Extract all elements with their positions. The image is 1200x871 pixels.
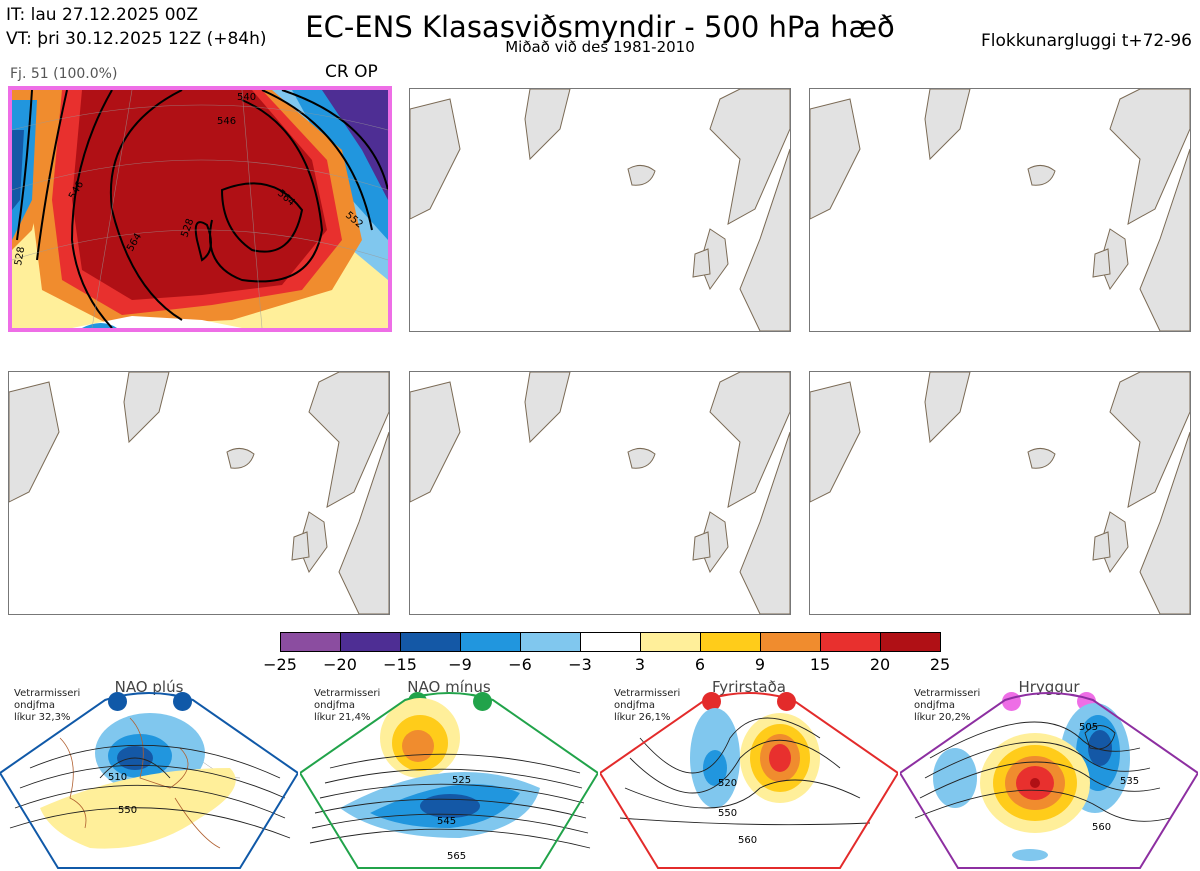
cluster-members: Fj. 51 (100.0%) (10, 66, 118, 82)
regime-probability: Vetrarmisseri ondjfma líkur 20,2% (914, 688, 981, 723)
colorbar-tick: 20 (869, 655, 891, 674)
contour-label: 550 (118, 805, 137, 816)
page-subtitle: Miðað við des 1981-2010 (505, 38, 695, 56)
page-title: EC-ENS Klasasviðsmyndir - 500 hPa hæð (305, 10, 895, 44)
regime-title: NAO mínus (407, 678, 491, 696)
colorbar-swatch (700, 632, 761, 652)
regime-probability: Vetrarmisseri ondjfma líkur 21,4% (314, 688, 381, 723)
contour-label: 528 (13, 246, 27, 267)
regime-probability: Vetrarmisseri ondjfma líkur 26,1% (614, 688, 681, 723)
colorbar-tick: 15 (809, 655, 831, 674)
contour-label: 560 (1092, 822, 1111, 833)
contour-label: 546 (217, 116, 236, 127)
colorbar-swatch (340, 632, 401, 652)
cluster-map-6[interactable] (809, 371, 1191, 615)
regime-title: Fyrirstaða (712, 678, 786, 696)
regime-title: Hryggur (1018, 678, 1080, 696)
colorbar-tick: −15 (383, 655, 417, 674)
colorbar-swatch (880, 632, 941, 652)
colorbar-tick: −25 (263, 655, 297, 674)
colorbar-swatch (400, 632, 461, 652)
regime-probability: Vetrarmisseri ondjfma líkur 32,3% (14, 688, 81, 723)
regime-ridge: Hryggur Vetrarmisseri ondjfma líkur 20,2% … (900, 678, 1198, 871)
colorbar-tick: −20 (323, 655, 357, 674)
colorbar-tick: −6 (508, 655, 532, 674)
colorbar-swatch (820, 632, 881, 652)
contour-label: 545 (437, 816, 456, 827)
contour-label: 550 (718, 808, 737, 819)
contour-label: 510 (108, 772, 127, 783)
colorbar-swatch (580, 632, 641, 652)
cluster-map-3[interactable] (809, 88, 1191, 332)
colorbar-tick: 25 (929, 655, 951, 674)
regime-nao-minus: NAO mínus Vetrarmisseri ondjfma líkur 21,4… (300, 678, 598, 871)
valid-time: VT: þri 30.12.2025 12Z (+84h) (6, 29, 267, 49)
cluster-map-2[interactable] (409, 88, 791, 332)
contour-label: 565 (447, 851, 466, 862)
contour-label: 540 (237, 92, 256, 103)
classification-window: Flokkunargluggi t+72-96 (980, 31, 1192, 51)
regime-nao-plus: NAO plús Vetrarmisseri ondjfma líkur 32,3%… (0, 678, 298, 871)
contour-label: 520 (718, 778, 737, 789)
cluster-map-4[interactable] (8, 371, 390, 615)
colorbar-swatch (520, 632, 581, 652)
init-time: IT: lau 27.12.2025 00Z (6, 5, 198, 25)
colorbar-swatch (640, 632, 701, 652)
colorbar-tick: 9 (754, 655, 766, 674)
contour-label: 505 (1079, 722, 1098, 733)
colorbar-tick: −9 (448, 655, 472, 674)
cluster-labels: CR OP (325, 62, 378, 82)
colorbar-swatch (760, 632, 821, 652)
colorbar-swatch (460, 632, 521, 652)
cluster-map-1[interactable]: 528 540 546 546 552 564 564 528 (8, 86, 392, 332)
contour-label: 560 (738, 835, 757, 846)
colorbar-tick: −3 (568, 655, 592, 674)
colorbar (280, 632, 941, 652)
cluster-map-5[interactable] (409, 371, 791, 615)
contour-label: 535 (1120, 776, 1139, 787)
colorbar-tick: 6 (694, 655, 706, 674)
contour-label: 525 (452, 775, 471, 786)
colorbar-tick: 3 (634, 655, 646, 674)
colorbar-swatch (280, 632, 341, 652)
regime-blocking: Fyrirstaða Vetrarmisseri ondjfma líkur 26,… (600, 678, 898, 871)
regime-title: NAO plús (114, 678, 184, 696)
